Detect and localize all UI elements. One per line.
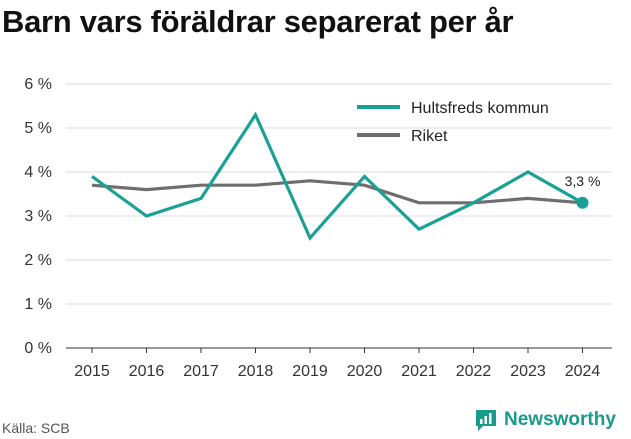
y-tick-label: 1 % <box>24 296 52 313</box>
annotations: 3,3 % <box>565 173 601 189</box>
series-lines <box>91 111 589 241</box>
y-axis-ticks: 0 % 1 % 2 % 3 % 4 % 5 % 6 % <box>24 76 52 357</box>
source-text: Källa: SCB <box>2 420 70 436</box>
chart-title: Barn vars föräldrar separerat per år <box>2 4 514 39</box>
x-tick-label: 2021 <box>401 363 437 380</box>
y-tick-label: 4 % <box>24 164 52 181</box>
legend-label: Hultsfreds kommun <box>411 100 549 117</box>
x-tick-label: 2022 <box>456 363 492 380</box>
end-point-marker <box>576 196 589 209</box>
line-chart: 0 %1 %2 %3 %4 %5 %6 % 2015 2016 2017 2018 20… <box>24 76 612 380</box>
newsworthy-logo-icon <box>476 410 496 431</box>
y-tick-label: 5 % <box>24 120 52 137</box>
x-tick-label: 2019 <box>292 363 328 380</box>
x-tick-label: 2020 <box>347 363 383 380</box>
brand-name: Newsworthy <box>504 409 616 430</box>
data-label-last: 3,3 % <box>565 173 601 189</box>
legend-label: Riket <box>411 128 448 145</box>
y-tick-label: 0 % <box>24 340 52 357</box>
y-tick-label: 6 % <box>24 76 52 93</box>
x-tick-label: 2024 <box>565 363 601 380</box>
x-tick-label: 2015 <box>74 363 110 380</box>
series-line-riket <box>91 179 583 205</box>
y-tick-label: 2 % <box>24 252 52 269</box>
x-tick-label: 2017 <box>183 363 219 380</box>
x-tick-label: 2018 <box>238 363 274 380</box>
brand[interactable]: Newsworthy <box>474 408 616 432</box>
x-tick-label: 2023 <box>510 363 546 380</box>
legend: Hultsfreds kommun Riket <box>357 100 549 145</box>
x-tick-label: 2016 <box>129 363 165 380</box>
grid-lines <box>66 83 612 305</box>
y-tick-label: 3 % <box>24 208 52 225</box>
series-line-hultsfreds <box>91 111 584 241</box>
x-axis: 2015 2016 2017 2018 2019 2020 2021 2022 2023 2024 <box>66 347 612 380</box>
